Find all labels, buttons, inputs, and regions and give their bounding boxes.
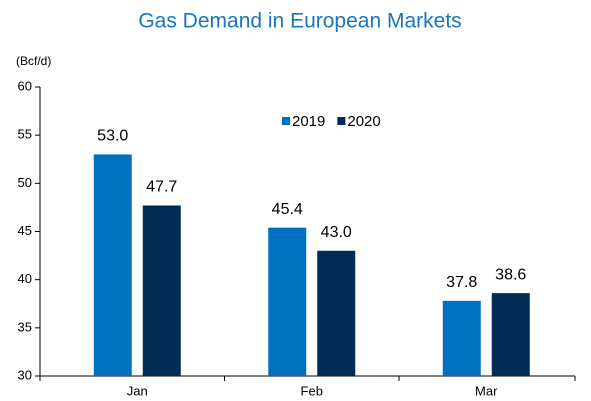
legend-label: 2019 [292,113,325,130]
legend-swatch [282,117,290,125]
legend-label: 2020 [347,113,380,130]
y-tick-label: 35 [18,319,32,334]
y-tick-label: 60 [18,78,32,93]
y-tick-label: 30 [18,367,32,382]
y-tick-label: 45 [18,223,32,238]
chart-title: Gas Demand in European Markets [138,10,461,33]
x-tick-label: Jan [127,383,148,398]
y-tick-label: 40 [18,271,32,286]
value-label: 38.6 [495,266,526,283]
legend-swatch [337,117,346,125]
x-tick-label: Feb [301,383,323,398]
y-axis-label: (Bcf/d) [16,54,51,68]
value-label: 43.0 [321,224,352,241]
value-label: 37.8 [446,274,477,291]
bar [317,250,356,376]
y-tick-label: 55 [18,127,32,142]
bar [491,293,530,376]
value-label: 47.7 [146,179,177,196]
bar [268,227,307,376]
bar [142,205,181,376]
bar [93,154,132,376]
y-tick-label: 50 [18,175,32,190]
value-label: 53.0 [97,128,128,145]
bar [442,300,481,376]
value-label: 45.4 [272,201,303,218]
x-tick-label: Mar [475,383,498,398]
